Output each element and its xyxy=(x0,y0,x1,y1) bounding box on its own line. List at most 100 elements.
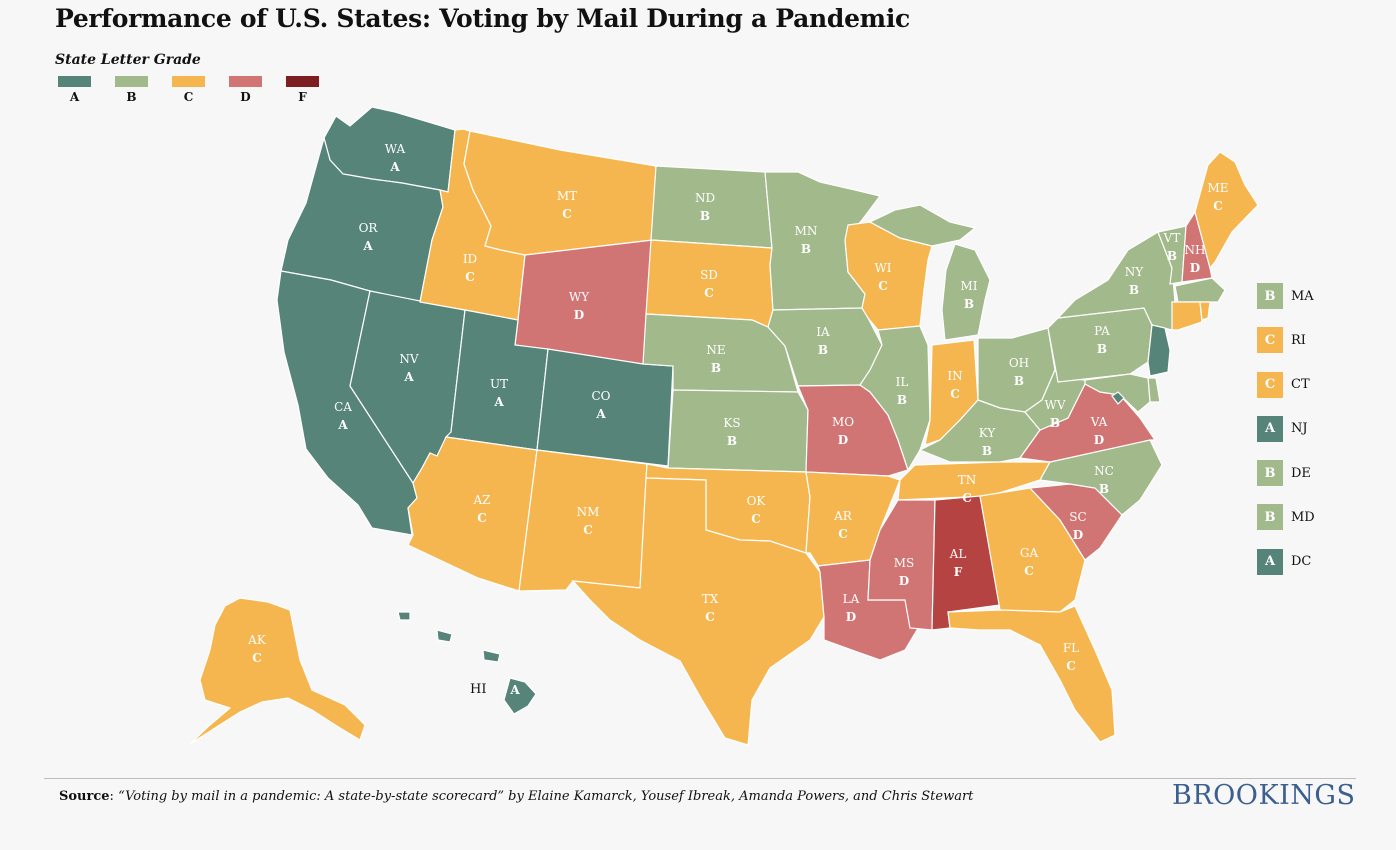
label-ar-abbr: AR xyxy=(833,509,853,523)
state-mi[interactable] xyxy=(941,243,991,341)
state-nj[interactable] xyxy=(1147,324,1171,377)
legend-swatch-f xyxy=(286,76,319,87)
label-pa-abbr: PA xyxy=(1094,324,1110,338)
state-sd[interactable] xyxy=(645,239,774,328)
legend-label-c: C xyxy=(183,90,194,104)
label-mo-grade: D xyxy=(838,433,848,447)
state-ri[interactable] xyxy=(1199,301,1211,321)
small-state-row[interactable]: B MA xyxy=(1257,283,1315,309)
state-ma[interactable] xyxy=(1174,277,1226,303)
label-co-grade: A xyxy=(595,407,606,421)
small-state-row[interactable]: B MD xyxy=(1257,504,1315,531)
state-hi-oahu[interactable] xyxy=(436,629,453,643)
label-la-grade: D xyxy=(846,610,856,624)
state-vt[interactable] xyxy=(1157,225,1187,285)
state-hi-kauai[interactable] xyxy=(397,611,411,621)
label-il-abbr: IL xyxy=(896,375,909,389)
label-wv-abbr: WV xyxy=(1045,398,1066,412)
label-wv-grade: B xyxy=(1050,416,1060,430)
state-az[interactable] xyxy=(407,436,538,592)
label-me-abbr: ME xyxy=(1207,181,1228,195)
state-hi-big[interactable] xyxy=(503,677,537,715)
legend-item-f: F xyxy=(286,76,319,104)
label-ny-abbr: NY xyxy=(1125,265,1145,279)
label-in-abbr: IN xyxy=(947,369,962,383)
state-hi-maui[interactable] xyxy=(482,649,501,663)
small-state-abbr: MA xyxy=(1291,288,1314,304)
small-states-key: B MA C RI C CT A NJ B DE B MD A DC xyxy=(1257,283,1315,593)
small-state-grade-box: A xyxy=(1257,548,1283,575)
label-ky-grade: B xyxy=(982,444,992,458)
state-mt[interactable] xyxy=(463,130,657,256)
state-dc[interactable] xyxy=(1111,391,1125,405)
brookings-logo: BROOKINGS xyxy=(1172,780,1356,811)
legend-title: State Letter Grade xyxy=(55,52,201,68)
legend-label-a: A xyxy=(69,90,80,104)
state-mi-up[interactable] xyxy=(868,204,977,247)
legend-item-a: A xyxy=(58,76,91,104)
state-nm[interactable] xyxy=(518,449,648,592)
small-state-row[interactable]: A DC xyxy=(1257,548,1315,575)
label-fl-abbr: FL xyxy=(1063,641,1079,655)
label-hi-abbr: HI xyxy=(470,682,487,697)
label-il-grade: B xyxy=(897,393,907,407)
small-state-abbr: MD xyxy=(1291,509,1315,525)
state-nh[interactable] xyxy=(1181,210,1213,283)
label-va-grade: D xyxy=(1094,433,1104,447)
label-mn-grade: B xyxy=(801,242,811,256)
legend-label-b: B xyxy=(126,90,137,104)
state-me[interactable] xyxy=(1194,151,1259,270)
label-wy-abbr: WY xyxy=(569,290,590,304)
small-state-grade-box: C xyxy=(1257,327,1283,354)
label-ut-abbr: UT xyxy=(490,377,508,391)
state-nd[interactable] xyxy=(650,165,773,249)
label-tn-abbr: TN xyxy=(958,473,977,487)
small-state-row[interactable]: A NJ xyxy=(1257,415,1315,442)
label-ny-grade: B xyxy=(1129,283,1139,297)
label-nc-grade: B xyxy=(1099,482,1109,496)
state-ak[interactable] xyxy=(189,597,366,745)
label-ok-grade: C xyxy=(751,512,761,526)
label-ia-abbr: IA xyxy=(816,325,830,339)
label-sd-abbr: SD xyxy=(700,268,718,282)
legend-swatch-c xyxy=(172,76,205,87)
legend-label-f: F xyxy=(298,90,307,104)
label-mo-abbr: MO xyxy=(832,415,854,429)
label-wa-grade: A xyxy=(389,160,400,174)
legend-item-d: D xyxy=(229,76,262,104)
small-state-abbr: DC xyxy=(1291,554,1312,570)
state-fl[interactable] xyxy=(947,605,1116,743)
label-tn-grade: C xyxy=(962,491,972,505)
legend-swatch-d xyxy=(229,76,262,87)
label-ia-grade: B xyxy=(818,343,828,357)
label-ok-abbr: OK xyxy=(747,494,767,508)
label-nh-grade: D xyxy=(1190,261,1200,275)
state-ms[interactable] xyxy=(867,499,936,631)
legend-label-d: D xyxy=(240,90,251,104)
label-al-abbr: AL xyxy=(949,547,967,561)
label-az-abbr: AZ xyxy=(472,493,490,507)
label-nd-abbr: ND xyxy=(695,191,715,205)
label-nd-grade: B xyxy=(700,209,710,223)
state-co[interactable] xyxy=(536,348,674,467)
label-ks-abbr: KS xyxy=(723,416,740,430)
state-ks[interactable] xyxy=(667,389,809,473)
label-az-grade: C xyxy=(477,511,487,525)
label-wi-grade: C xyxy=(878,279,888,293)
label-oh-grade: B xyxy=(1014,374,1024,388)
label-wi-abbr: WI xyxy=(874,261,891,275)
label-ga-grade: C xyxy=(1024,564,1034,578)
small-state-row[interactable]: C RI xyxy=(1257,327,1315,354)
label-sc-grade: D xyxy=(1073,528,1083,542)
label-mi-grade: B xyxy=(964,297,974,311)
state-tx[interactable] xyxy=(571,477,825,746)
state-ct[interactable] xyxy=(1171,301,1203,331)
label-nv-grade: A xyxy=(403,370,414,384)
label-ut-grade: A xyxy=(493,395,504,409)
label-or-grade: A xyxy=(362,239,373,253)
label-ks-grade: B xyxy=(727,434,737,448)
small-state-row[interactable]: C CT xyxy=(1257,371,1315,398)
state-il[interactable] xyxy=(859,325,931,472)
small-state-row[interactable]: B DE xyxy=(1257,460,1315,487)
